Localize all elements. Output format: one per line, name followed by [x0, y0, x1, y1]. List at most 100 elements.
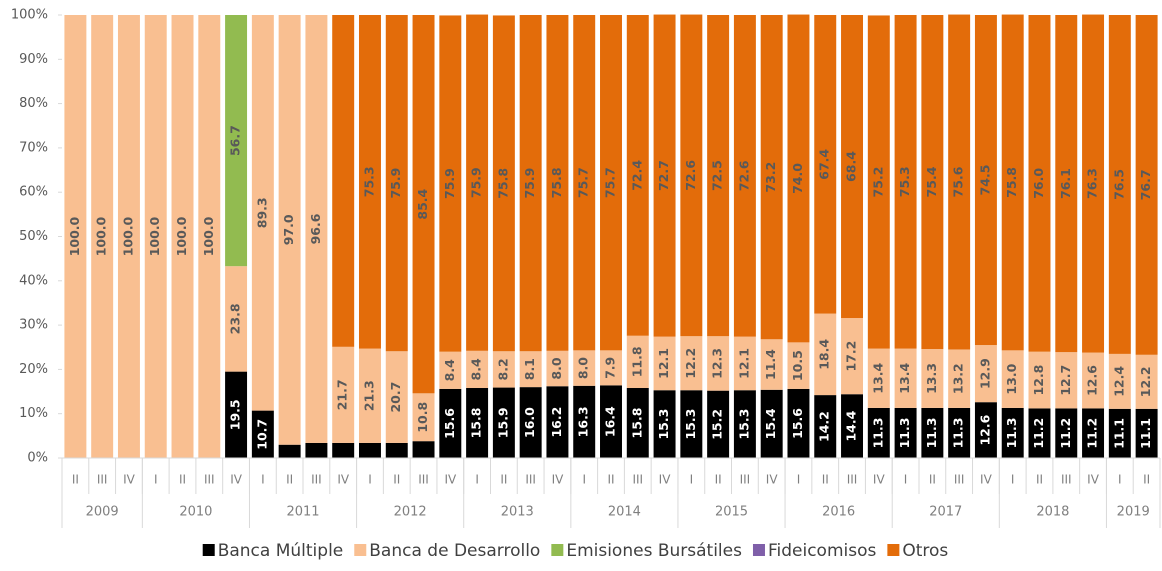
- x-tick-label: I: [582, 473, 586, 487]
- value-label: 76.3: [1085, 168, 1100, 199]
- x-tick-label: IV: [659, 473, 672, 487]
- value-label: 13.4: [870, 363, 885, 394]
- value-label: 75.6: [951, 166, 966, 197]
- bar-segment: [573, 385, 596, 458]
- value-label: 100.0: [174, 216, 189, 256]
- x-tick-label: IV: [230, 473, 243, 487]
- bar-segment: [1108, 15, 1131, 354]
- value-label: 19.5: [228, 399, 243, 430]
- x-tick-label: II: [393, 473, 400, 487]
- bar-segment: [626, 335, 649, 389]
- bar-segment: [948, 407, 971, 458]
- value-label: 12.7: [1058, 365, 1073, 396]
- bar-segment: [841, 394, 864, 458]
- value-label: 72.6: [683, 160, 698, 191]
- value-label: 13.2: [951, 363, 966, 394]
- bar-segment: [1082, 14, 1105, 353]
- value-label: 75.8: [495, 168, 510, 199]
- value-label: 8.0: [549, 357, 564, 379]
- value-label: 11.2: [1058, 418, 1073, 449]
- year-label: 2014: [608, 505, 641, 520]
- y-tick-label: 80%: [19, 96, 48, 111]
- value-label: 15.9: [495, 407, 510, 438]
- bar-segment: [653, 390, 676, 458]
- value-label: 76.1: [1058, 168, 1073, 199]
- bar-segment: [305, 442, 328, 458]
- value-label: 11.2: [1031, 418, 1046, 449]
- bar-segment: [1001, 407, 1024, 458]
- value-label: 11.3: [1004, 418, 1019, 449]
- bar-segment: [626, 388, 649, 458]
- bar-segment: [91, 15, 114, 458]
- bar-segment: [492, 387, 515, 458]
- value-label: 15.8: [629, 408, 644, 439]
- x-tick-label: III: [740, 473, 751, 487]
- year-label: 2010: [179, 505, 212, 520]
- legend-label: Emisiones Bursátiles: [566, 541, 742, 561]
- bar-segment: [760, 389, 783, 458]
- x-tick-label: I: [261, 473, 265, 487]
- x-tick-label: III: [954, 473, 965, 487]
- y-tick-label: 100%: [11, 8, 48, 23]
- bar-segment: [1108, 408, 1131, 458]
- bar-segment: [867, 348, 890, 408]
- bar-segment: [466, 388, 489, 458]
- value-label: 10.5: [790, 350, 805, 381]
- value-label: 13.3: [924, 363, 939, 394]
- value-label: 23.8: [228, 303, 243, 334]
- bar-segment: [519, 15, 542, 352]
- bar-segment: [225, 15, 248, 267]
- value-label: 12.8: [1031, 365, 1046, 396]
- x-tick-label: III: [311, 473, 322, 487]
- y-tick-label: 60%: [19, 185, 48, 200]
- bar-segment: [760, 15, 783, 340]
- bar-segment: [225, 266, 248, 372]
- bar-segment: [332, 442, 355, 458]
- value-label: 75.3: [361, 166, 376, 197]
- bar-segment: [1028, 15, 1051, 352]
- bar-segment: [573, 350, 596, 386]
- value-label: 15.2: [710, 409, 725, 440]
- year-label: 2018: [1036, 505, 1069, 520]
- value-label: 12.1: [736, 348, 751, 379]
- bar-segment: [787, 14, 810, 343]
- x-tick-label: III: [632, 473, 643, 487]
- x-tick-label: IV: [980, 473, 993, 487]
- y-tick-label: 70%: [19, 140, 48, 155]
- bar-segment: [1082, 408, 1105, 458]
- value-label: 7.9: [603, 357, 618, 379]
- x-tick-label: I: [904, 473, 908, 487]
- x-tick-label: I: [475, 473, 479, 487]
- value-label: 76.5: [1111, 169, 1126, 200]
- value-label: 96.6: [308, 213, 323, 244]
- value-label: 100.0: [67, 216, 82, 256]
- x-tick-label: III: [1061, 473, 1072, 487]
- bar-segment: [707, 336, 730, 391]
- bar-segment: [251, 410, 274, 458]
- bar-segment: [198, 15, 221, 458]
- bar-segment: [787, 388, 810, 458]
- bar-segment: [358, 348, 381, 443]
- value-label: 8.1: [522, 358, 537, 380]
- value-label: 100.0: [147, 216, 162, 256]
- x-tick-label: IV: [766, 473, 779, 487]
- value-label: 68.4: [844, 151, 859, 182]
- x-tick-label: III: [847, 473, 858, 487]
- value-label: 11.3: [870, 418, 885, 449]
- bar-segment: [358, 15, 381, 349]
- value-label: 72.7: [656, 160, 671, 191]
- value-label: 8.4: [442, 359, 457, 381]
- bar-segment: [305, 15, 328, 443]
- value-label: 12.4: [1111, 366, 1126, 397]
- x-tick-label: I: [690, 473, 694, 487]
- x-tick-label: IV: [123, 473, 136, 487]
- legend-label: Otros: [902, 541, 948, 561]
- x-tick-label: IV: [444, 473, 457, 487]
- bar-segment: [814, 313, 837, 396]
- bar-segment: [653, 336, 676, 391]
- year-label: 2016: [822, 505, 855, 520]
- value-label: 11.4: [763, 349, 778, 380]
- bar-segment: [546, 386, 569, 458]
- value-label: 75.2: [870, 167, 885, 198]
- x-tick-label: II: [286, 473, 293, 487]
